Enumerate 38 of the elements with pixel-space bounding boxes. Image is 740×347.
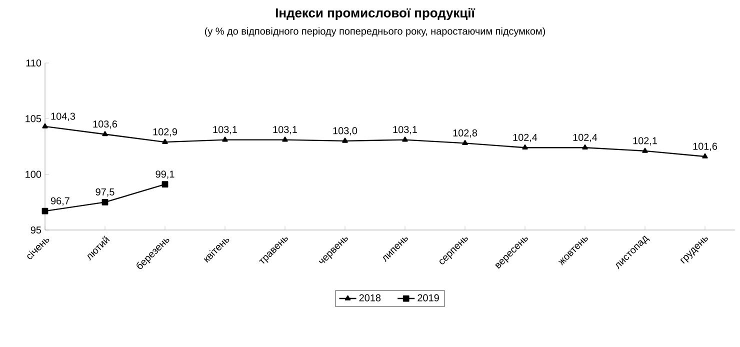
point — [642, 148, 648, 153]
data-label: 102,8 — [453, 129, 478, 138]
point — [162, 181, 168, 188]
point — [42, 208, 48, 214]
point — [102, 131, 108, 136]
y-tick-label: 100 — [26, 170, 42, 178]
data-label: 101,6 — [693, 142, 718, 152]
data-label: 99,1 — [156, 170, 174, 179]
data-label: 103,6 — [93, 120, 118, 129]
data-label: 103,0 — [333, 127, 358, 136]
chart-subtitle: (у % до відповідного періоду попереднього року, наростаючим підсумком) — [204, 27, 546, 37]
point — [162, 138, 168, 144]
point — [582, 144, 588, 150]
legend-label: 2018 — [359, 294, 381, 302]
y-tick-label: 95 — [30, 226, 42, 234]
point — [402, 136, 408, 142]
data-label: 102,1 — [633, 137, 657, 146]
point — [342, 138, 348, 143]
y-tick-label: 110 — [26, 59, 42, 67]
y-tick-label: 105 — [26, 115, 42, 122]
point — [702, 153, 708, 158]
data-label: 104,3 — [51, 112, 76, 121]
point — [282, 136, 288, 142]
legend-label: 2019 — [418, 294, 439, 302]
point — [222, 136, 228, 142]
point — [42, 123, 48, 128]
data-label: 96,7 — [50, 197, 70, 206]
data-label: 102,4 — [513, 134, 538, 142]
data-label: 97,5 — [96, 188, 114, 197]
point — [102, 198, 108, 206]
data-label: 103,1 — [393, 126, 417, 134]
data-label: 103,1 — [273, 126, 297, 134]
point — [462, 140, 468, 146]
point — [522, 144, 528, 150]
data-label: 102,9 — [153, 128, 177, 137]
data-label: 103,1 — [213, 126, 237, 134]
chart-title: Індекси промислової продукції — [276, 8, 476, 20]
data-label: 102,4 — [573, 134, 598, 142]
